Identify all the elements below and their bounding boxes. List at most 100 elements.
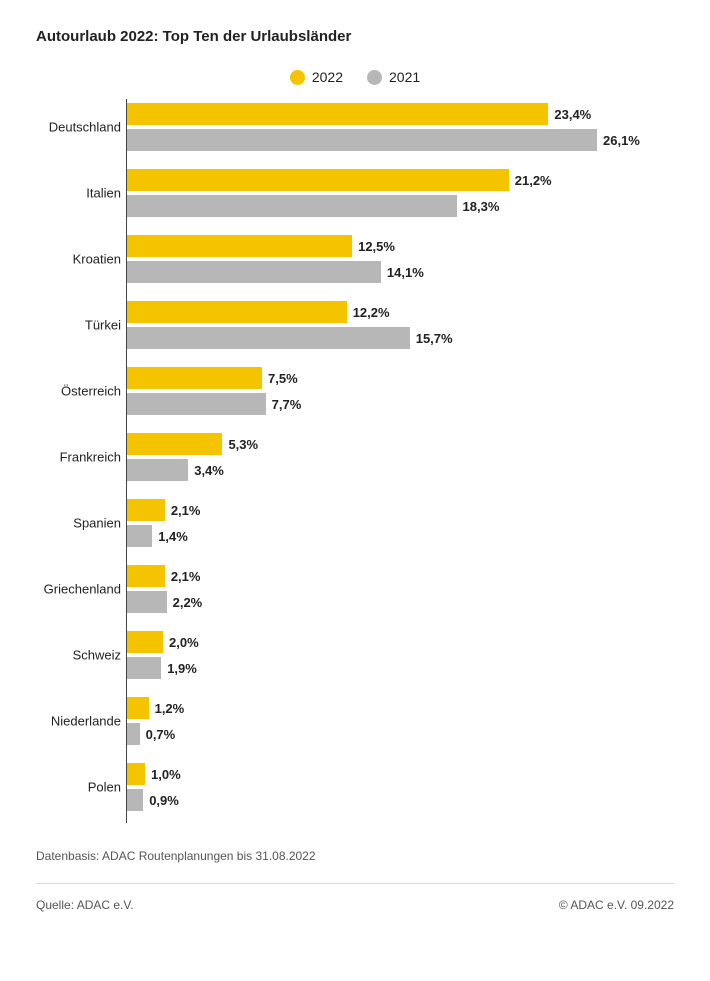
copyright-text: © ADAC e.V. 09.2022 xyxy=(559,898,674,912)
bar-value-label: 2,0% xyxy=(169,635,199,650)
chart-row: Türkei12,2%15,7% xyxy=(127,301,674,349)
chart-row: Deutschland23,4%26,1% xyxy=(127,103,674,151)
bar-y2021: 7,7% xyxy=(127,393,674,415)
category-label: Österreich xyxy=(29,384,121,399)
bar-value-label: 1,4% xyxy=(158,529,188,544)
legend-item-2022: 2022 xyxy=(290,69,343,85)
category-label: Deutschland xyxy=(29,120,121,135)
bar-y2022: 2,0% xyxy=(127,631,674,653)
bar-y2021: 15,7% xyxy=(127,327,674,349)
bar-y2022: 1,0% xyxy=(127,763,674,785)
bar-chart: Deutschland23,4%26,1%Italien21,2%18,3%Kr… xyxy=(126,99,674,823)
bar-y2021: 3,4% xyxy=(127,459,674,481)
bar xyxy=(127,723,140,745)
legend-swatch-2021 xyxy=(367,70,382,85)
bar-value-label: 1,9% xyxy=(167,661,197,676)
category-label: Spanien xyxy=(29,516,121,531)
bar xyxy=(127,235,352,257)
bar xyxy=(127,103,548,125)
bar-y2021: 14,1% xyxy=(127,261,674,283)
chart-title: Autourlaub 2022: Top Ten der Urlaubsländ… xyxy=(36,28,674,45)
bar xyxy=(127,327,410,349)
bar-value-label: 12,5% xyxy=(358,239,395,254)
footer: Quelle: ADAC e.V. © ADAC e.V. 09.2022 xyxy=(36,898,674,912)
chart-row: Österreich7,5%7,7% xyxy=(127,367,674,415)
bar-value-label: 14,1% xyxy=(387,265,424,280)
source-text: Quelle: ADAC e.V. xyxy=(36,898,134,912)
bar-y2022: 7,5% xyxy=(127,367,674,389)
category-label: Kroatien xyxy=(29,252,121,267)
bar xyxy=(127,261,381,283)
bar xyxy=(127,129,597,151)
bar-y2021: 26,1% xyxy=(127,129,674,151)
bar xyxy=(127,697,149,719)
bar xyxy=(127,763,145,785)
bar-value-label: 7,5% xyxy=(268,371,298,386)
chart-row: Frankreich5,3%3,4% xyxy=(127,433,674,481)
bar xyxy=(127,565,165,587)
category-label: Türkei xyxy=(29,318,121,333)
bar xyxy=(127,631,163,653)
bar-y2022: 23,4% xyxy=(127,103,674,125)
divider xyxy=(36,883,674,884)
bar xyxy=(127,433,222,455)
category-label: Schweiz xyxy=(29,648,121,663)
legend-swatch-2022 xyxy=(290,70,305,85)
category-label: Polen xyxy=(29,780,121,795)
bar-value-label: 7,7% xyxy=(272,397,302,412)
bar-value-label: 1,0% xyxy=(151,767,181,782)
bar-value-label: 2,1% xyxy=(171,503,201,518)
bar-value-label: 3,4% xyxy=(194,463,224,478)
chart-row: Polen1,0%0,9% xyxy=(127,763,674,811)
bar-value-label: 0,9% xyxy=(149,793,179,808)
bar-y2022: 2,1% xyxy=(127,565,674,587)
chart-row: Niederlande1,2%0,7% xyxy=(127,697,674,745)
bar-y2021: 1,9% xyxy=(127,657,674,679)
bar xyxy=(127,499,165,521)
bar xyxy=(127,393,266,415)
bar-y2022: 2,1% xyxy=(127,499,674,521)
chart-row: Spanien2,1%1,4% xyxy=(127,499,674,547)
bar-y2022: 12,2% xyxy=(127,301,674,323)
bar-y2021: 0,7% xyxy=(127,723,674,745)
bar-y2022: 5,3% xyxy=(127,433,674,455)
bar-value-label: 0,7% xyxy=(146,727,176,742)
bar-y2022: 21,2% xyxy=(127,169,674,191)
data-basis-note: Datenbasis: ADAC Routenplanungen bis 31.… xyxy=(36,849,674,863)
bar xyxy=(127,301,347,323)
legend-item-2021: 2021 xyxy=(367,69,420,85)
bar-y2021: 1,4% xyxy=(127,525,674,547)
chart-row: Griechenland2,1%2,2% xyxy=(127,565,674,613)
bar-value-label: 26,1% xyxy=(603,133,640,148)
category-label: Italien xyxy=(29,186,121,201)
page: Autourlaub 2022: Top Ten der Urlaubsländ… xyxy=(0,0,710,981)
chart-row: Schweiz2,0%1,9% xyxy=(127,631,674,679)
bar-y2021: 0,9% xyxy=(127,789,674,811)
bar xyxy=(127,459,188,481)
bar xyxy=(127,195,457,217)
chart-row: Kroatien12,5%14,1% xyxy=(127,235,674,283)
bar-value-label: 12,2% xyxy=(353,305,390,320)
bar-value-label: 18,3% xyxy=(463,199,500,214)
category-label: Frankreich xyxy=(29,450,121,465)
bar-value-label: 2,2% xyxy=(173,595,203,610)
bar xyxy=(127,169,509,191)
bar xyxy=(127,591,167,613)
category-label: Griechenland xyxy=(29,582,121,597)
bar-y2021: 2,2% xyxy=(127,591,674,613)
bar-value-label: 23,4% xyxy=(554,107,591,122)
bar-value-label: 2,1% xyxy=(171,569,201,584)
bar xyxy=(127,657,161,679)
bar-value-label: 1,2% xyxy=(155,701,185,716)
category-label: Niederlande xyxy=(29,714,121,729)
chart-row: Italien21,2%18,3% xyxy=(127,169,674,217)
legend-label-2022: 2022 xyxy=(312,69,343,85)
legend: 2022 2021 xyxy=(36,69,674,85)
bar-y2022: 12,5% xyxy=(127,235,674,257)
bar xyxy=(127,367,262,389)
bar-y2021: 18,3% xyxy=(127,195,674,217)
bar xyxy=(127,525,152,547)
legend-label-2021: 2021 xyxy=(389,69,420,85)
bar-y2022: 1,2% xyxy=(127,697,674,719)
bar-value-label: 5,3% xyxy=(228,437,258,452)
